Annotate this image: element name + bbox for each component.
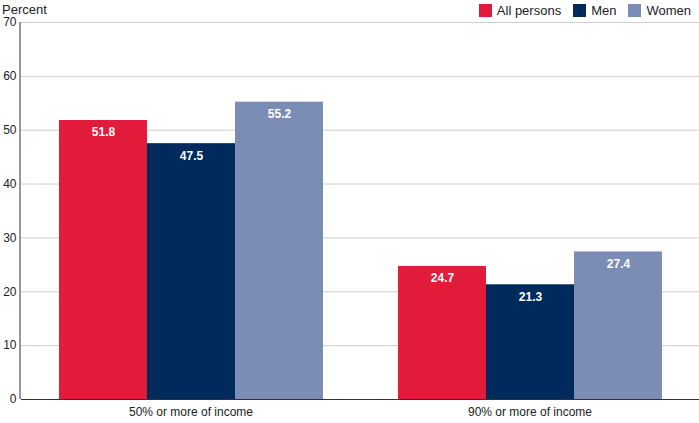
svg-text:30: 30 (3, 231, 17, 245)
svg-text:70: 70 (3, 15, 17, 29)
html-text:All persons: All persons (496, 3, 562, 18)
html-text:Men: Men (591, 3, 617, 18)
svg-text:0: 0 (10, 392, 17, 406)
svg-text:55.2: 55.2 (268, 107, 292, 121)
svg-text:27.4: 27.4 (607, 257, 631, 271)
svg-text:51.8: 51.8 (92, 125, 116, 139)
svg-text:90% or more of income: 90% or more of income (468, 405, 592, 419)
html-text:Women: Women (646, 3, 691, 18)
svg-text:50: 50 (3, 123, 17, 137)
svg-text:24.7: 24.7 (431, 271, 455, 285)
html-text:Percent: Percent (2, 2, 47, 17)
svg-text:50% or more of income: 50% or more of income (129, 405, 253, 419)
svg-text:20: 20 (3, 285, 17, 299)
svg-text:10: 10 (3, 338, 17, 352)
svg-text:47.5: 47.5 (180, 149, 204, 163)
svg-text:60: 60 (3, 69, 17, 83)
svg-text:21.3: 21.3 (519, 290, 543, 304)
svg-text:40: 40 (3, 177, 17, 191)
